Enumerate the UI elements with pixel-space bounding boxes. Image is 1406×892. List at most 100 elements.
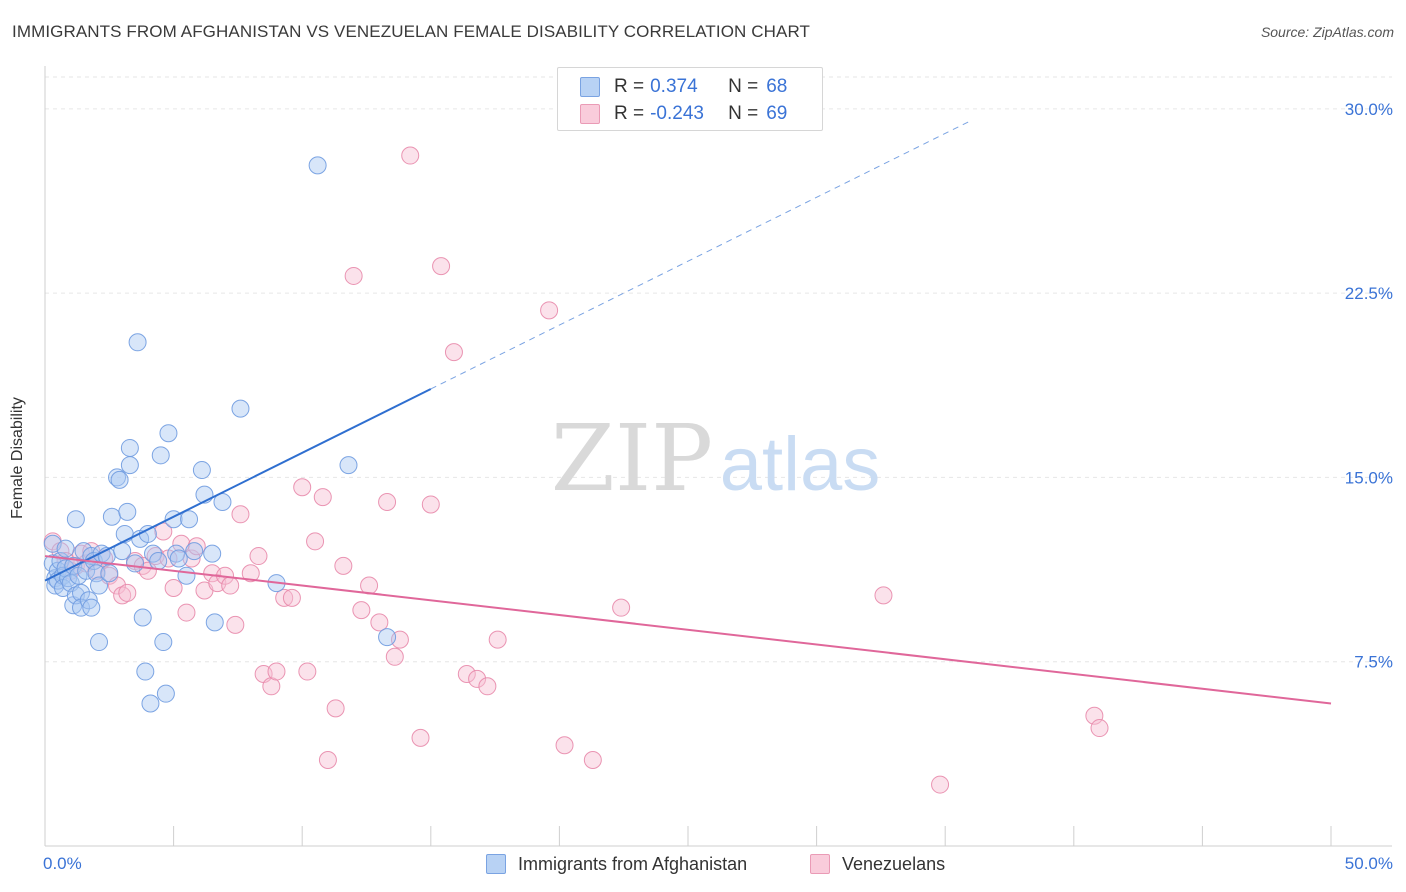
- afghanistan-point: [141, 694, 160, 713]
- y-tick-label: 15.0%: [1345, 468, 1393, 487]
- afghanistan-point: [126, 554, 145, 573]
- venezuelan-point: [293, 478, 312, 497]
- venezuelan-point: [344, 266, 363, 285]
- afghanistan-point: [108, 468, 127, 487]
- venezuelan-point: [444, 343, 463, 362]
- venezuelan-point: [318, 751, 337, 769]
- afghanistan-point: [136, 662, 155, 681]
- afghanistan-point: [185, 542, 204, 561]
- venezuelan-point: [275, 588, 294, 607]
- afghanistan-point: [177, 566, 196, 585]
- bottom-legend-afghanistan: Immigrants from Afghanistan: [486, 852, 747, 876]
- venezuelan-point: [540, 301, 559, 320]
- venezuelan-point: [221, 576, 240, 595]
- y-tick-label: 22.5%: [1345, 284, 1393, 303]
- venezuelan-point: [931, 775, 950, 794]
- afghanistan-point: [102, 507, 121, 526]
- venezuelan-point: [411, 728, 430, 747]
- x-tick-label-right: 50.0%: [1345, 854, 1393, 873]
- afghanistan-point: [169, 549, 188, 568]
- y-tick-label: 7.5%: [1354, 653, 1393, 672]
- venezuelan-point: [488, 630, 507, 649]
- venezuelan-point: [241, 564, 260, 583]
- watermark: ZIP atlas: [551, 405, 880, 512]
- legend-r-value: 0.374: [650, 76, 698, 97]
- legend-r-label: R =: [614, 76, 645, 97]
- venezuelan-point: [555, 736, 574, 755]
- legend-swatch-blue: [580, 77, 600, 97]
- afghanistan-point: [110, 470, 129, 489]
- venezuelan-point: [432, 257, 451, 276]
- venezuelan-point: [282, 588, 301, 607]
- bottom-legend-label: Venezuelans: [842, 853, 946, 874]
- venezuelan-point: [352, 601, 371, 620]
- legend-r-value: -0.243: [650, 103, 704, 124]
- legend-r-label: R =: [614, 103, 645, 124]
- tick-label-layer: 7.5% 15.0% 22.5% 30.0% 0.0% 50.0%: [43, 100, 1393, 873]
- afghanistan-point: [151, 446, 170, 465]
- watermark-zip: ZIP: [551, 405, 713, 512]
- legend-swatch-pink: [580, 104, 600, 124]
- afghanistan-point: [156, 684, 175, 703]
- venezuelan-point: [249, 547, 268, 566]
- afghanistan-trend-line: [44, 388, 432, 582]
- legend-row-afghanistan: R = 0.374 N = 68: [580, 75, 787, 99]
- afghanistan-point: [167, 544, 186, 563]
- afghanistan-point: [205, 613, 224, 632]
- venezuelan-point: [154, 522, 173, 541]
- venezuelan-point: [385, 647, 404, 666]
- afghanistan-point: [79, 591, 98, 610]
- venezuelan-point: [231, 505, 250, 524]
- venezuelan-point: [612, 598, 631, 617]
- venezuelan-point: [267, 662, 286, 681]
- bottom-legend-swatch-pink: [810, 854, 830, 874]
- bottom-legend-venezuelans: Venezuelans: [810, 852, 945, 876]
- afghanistan-trend-extension: [430, 120, 972, 390]
- venezuelan-point: [326, 699, 345, 718]
- afghanistan-point: [180, 510, 199, 529]
- venezuelan-point: [478, 677, 497, 696]
- legend-n-value: 69: [766, 103, 788, 124]
- afghanistan-point: [118, 502, 137, 521]
- afghanistan-point: [72, 598, 91, 617]
- afghanistan-point: [378, 628, 397, 647]
- venezuelan-point: [370, 613, 389, 632]
- venezuelan-point: [421, 495, 440, 514]
- afghanistan-point: [56, 539, 75, 558]
- afghanistan-point: [133, 608, 152, 627]
- afghanistan-point: [339, 456, 358, 475]
- afghanistan-point: [90, 576, 109, 595]
- afghanistan-point: [231, 399, 250, 418]
- venezuelan-point: [113, 586, 132, 605]
- afghanistan-point: [308, 156, 327, 175]
- afghanistan-point: [120, 438, 139, 457]
- correlation-legend: R = 0.374 N = 68 R = -0.243 N = 69: [557, 67, 823, 131]
- legend-n-value: 68: [766, 76, 788, 97]
- bottom-legend-swatch-blue: [486, 854, 506, 874]
- venezuelan-point: [401, 146, 420, 165]
- y-tick-label: 30.0%: [1345, 100, 1393, 119]
- venezuelan-point: [226, 615, 245, 634]
- afghanistan-point: [128, 333, 147, 352]
- afghanistan-point: [159, 424, 178, 443]
- legend-n-label: N =: [728, 103, 759, 124]
- afghanistan-point: [72, 583, 91, 602]
- afghanistan-point: [192, 461, 211, 480]
- venezuelan-point: [313, 488, 332, 507]
- venezuelan-point: [187, 537, 206, 556]
- legend-row-venezuelans: R = -0.243 N = 69: [580, 102, 787, 126]
- venezuelan-point: [468, 669, 487, 688]
- venezuelan-point: [360, 576, 379, 595]
- trend-layer: [44, 120, 1332, 705]
- venezuelan-point: [118, 583, 137, 602]
- afghanistan-point: [120, 456, 139, 475]
- venezuelan-point: [583, 751, 602, 769]
- bottom-legend-label: Immigrants from Afghanistan: [518, 853, 748, 874]
- afghanistan-point: [138, 524, 157, 543]
- afghanistan-point: [149, 551, 168, 570]
- venezuelan-point: [874, 586, 893, 605]
- afghanistan-point: [82, 598, 101, 617]
- venezuelan-point: [164, 579, 183, 597]
- afghanistan-point: [203, 544, 222, 563]
